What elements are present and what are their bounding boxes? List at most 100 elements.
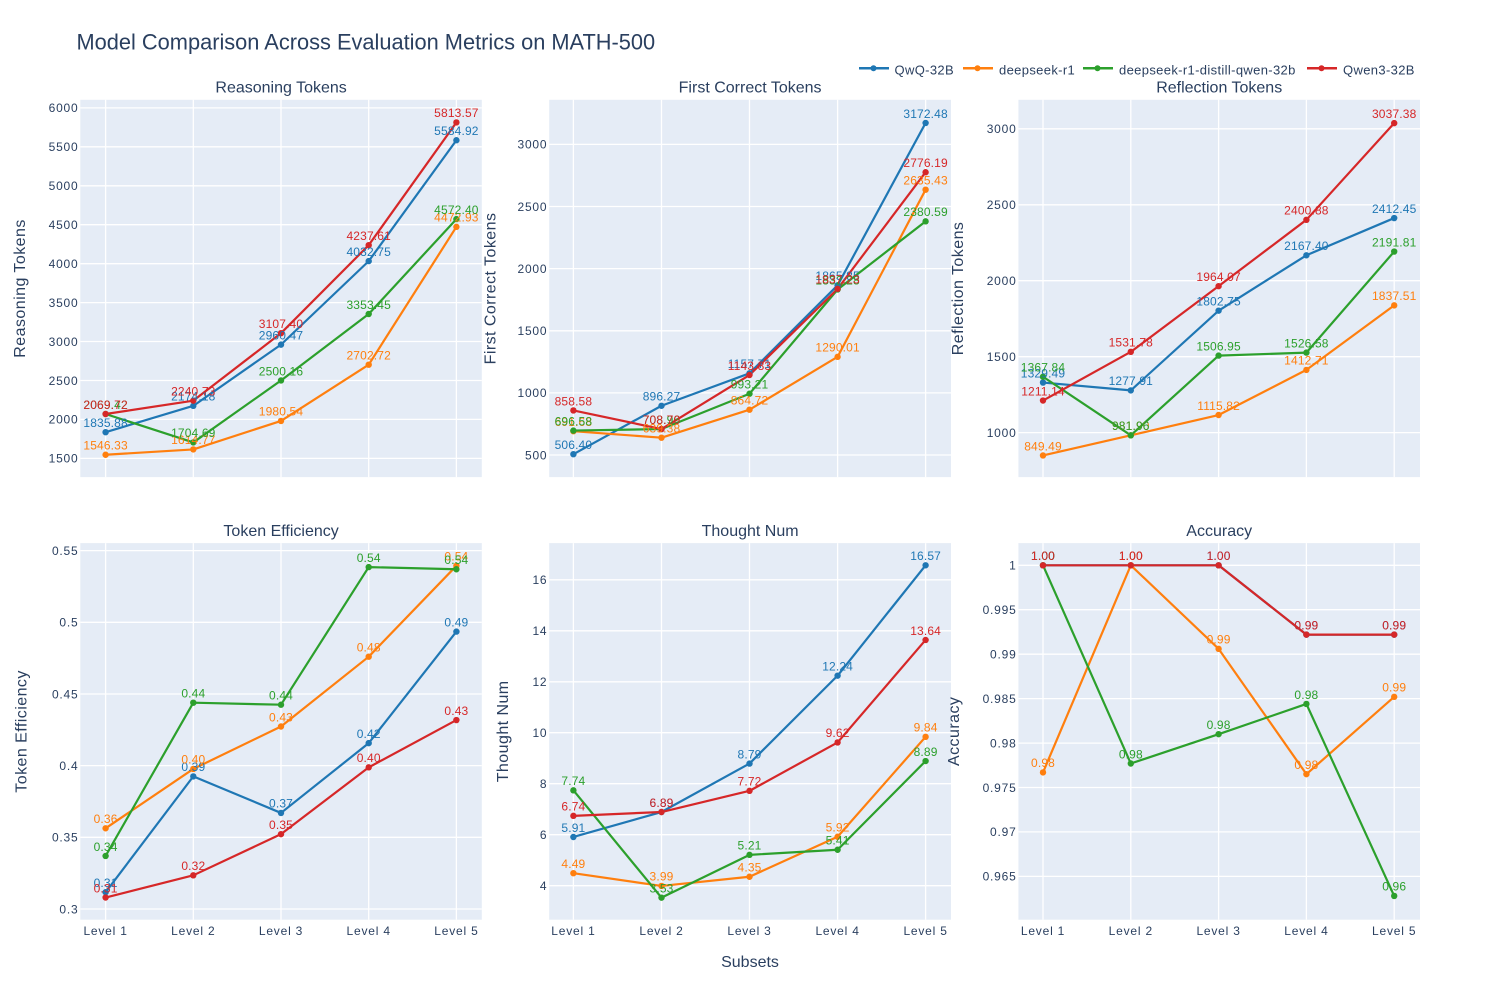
- svg-text:849.49: 849.49: [1024, 439, 1062, 453]
- svg-text:0.43: 0.43: [269, 710, 293, 724]
- svg-text:5.92: 5.92: [826, 821, 850, 835]
- svg-text:Subsets: Subsets: [721, 954, 779, 971]
- svg-text:0.98: 0.98: [990, 736, 1017, 750]
- svg-text:2069.72: 2069.72: [83, 398, 128, 412]
- svg-text:500: 500: [525, 448, 547, 462]
- svg-text:6.89: 6.89: [650, 796, 674, 810]
- svg-text:1.00: 1.00: [1119, 549, 1143, 563]
- svg-text:0.55: 0.55: [52, 544, 79, 558]
- svg-text:993.21: 993.21: [731, 378, 769, 392]
- svg-text:1546.33: 1546.33: [83, 439, 128, 453]
- svg-text:0.99: 0.99: [1382, 618, 1406, 632]
- svg-text:0.99: 0.99: [1294, 618, 1318, 632]
- svg-text:708.70: 708.70: [643, 413, 681, 427]
- svg-text:1614.77: 1614.77: [171, 433, 216, 447]
- svg-text:12: 12: [532, 675, 547, 689]
- svg-text:0.34: 0.34: [94, 840, 118, 854]
- svg-text:2500: 2500: [517, 200, 547, 214]
- svg-text:1000: 1000: [987, 426, 1017, 440]
- svg-text:896.27: 896.27: [643, 390, 681, 404]
- svg-text:First Correct Tokens: First Correct Tokens: [679, 80, 822, 97]
- svg-text:691.68: 691.68: [555, 415, 593, 429]
- svg-text:0.40: 0.40: [357, 751, 381, 765]
- svg-text:1500: 1500: [517, 324, 547, 338]
- svg-text:708.96: 708.96: [643, 413, 681, 427]
- svg-text:Reflection Tokens: Reflection Tokens: [1156, 80, 1282, 97]
- svg-text:Accuracy: Accuracy: [946, 697, 963, 766]
- svg-text:1.00: 1.00: [1031, 549, 1055, 563]
- svg-text:0.35: 0.35: [269, 818, 293, 832]
- svg-text:Level 1: Level 1: [1021, 924, 1065, 938]
- svg-text:0.5: 0.5: [59, 616, 78, 630]
- svg-text:864.72: 864.72: [731, 394, 769, 408]
- svg-text:3.99: 3.99: [650, 870, 674, 884]
- svg-text:3.53: 3.53: [650, 882, 674, 896]
- svg-text:1143.83: 1143.83: [728, 359, 772, 373]
- svg-text:1704.69: 1704.69: [171, 426, 216, 440]
- svg-text:0.99: 0.99: [1382, 681, 1406, 695]
- svg-text:1290.01: 1290.01: [815, 341, 860, 355]
- svg-text:2412.45: 2412.45: [1372, 202, 1417, 216]
- svg-text:3000: 3000: [987, 122, 1017, 136]
- svg-text:Thought Num: Thought Num: [702, 523, 799, 540]
- svg-text:981.90: 981.90: [1112, 419, 1150, 433]
- svg-text:9.62: 9.62: [826, 726, 850, 740]
- svg-text:Accuracy: Accuracy: [1186, 523, 1252, 540]
- svg-text:5500: 5500: [49, 140, 79, 154]
- svg-text:0.42: 0.42: [357, 727, 381, 741]
- svg-text:696.58: 696.58: [555, 414, 593, 428]
- svg-text:2380.59: 2380.59: [903, 205, 948, 219]
- svg-text:0.965: 0.965: [983, 870, 1017, 884]
- svg-text:1865.85: 1865.85: [815, 269, 860, 283]
- svg-text:1: 1: [1009, 559, 1016, 573]
- svg-text:0.36: 0.36: [94, 812, 118, 826]
- svg-text:1.00: 1.00: [1207, 549, 1231, 563]
- svg-text:2174.18: 2174.18: [171, 390, 216, 404]
- svg-text:5.21: 5.21: [738, 839, 762, 853]
- svg-text:0.54: 0.54: [444, 553, 468, 567]
- svg-text:0.99: 0.99: [1382, 618, 1406, 632]
- svg-text:4472.93: 4472.93: [434, 211, 479, 225]
- svg-text:4.35: 4.35: [738, 861, 762, 875]
- svg-text:0.97: 0.97: [990, 825, 1017, 839]
- svg-text:0.39: 0.39: [181, 760, 205, 774]
- svg-text:1980.54: 1980.54: [259, 405, 304, 419]
- svg-text:3107.40: 3107.40: [259, 317, 304, 331]
- svg-text:0.32: 0.32: [181, 859, 205, 873]
- svg-text:0.98: 0.98: [1207, 718, 1231, 732]
- svg-text:16: 16: [532, 573, 547, 587]
- svg-text:4572.40: 4572.40: [434, 203, 479, 217]
- svg-text:0.44: 0.44: [181, 687, 205, 701]
- svg-text:Reasoning Tokens: Reasoning Tokens: [215, 80, 346, 97]
- svg-text:2000: 2000: [987, 274, 1017, 288]
- svg-text:First Correct Tokens: First Correct Tokens: [483, 213, 500, 365]
- svg-text:0.98: 0.98: [1031, 756, 1055, 770]
- svg-text:1506.95: 1506.95: [1196, 339, 1241, 353]
- svg-text:Reasoning Tokens: Reasoning Tokens: [12, 219, 29, 358]
- svg-text:Level 3: Level 3: [1196, 924, 1240, 938]
- svg-text:3000: 3000: [49, 335, 79, 349]
- svg-text:2000: 2000: [517, 262, 547, 276]
- svg-text:6: 6: [540, 828, 547, 842]
- svg-text:Reflection Tokens: Reflection Tokens: [950, 222, 967, 356]
- svg-text:5813.57: 5813.57: [434, 106, 479, 120]
- svg-text:1000: 1000: [517, 386, 547, 400]
- svg-text:0.49: 0.49: [444, 615, 468, 629]
- svg-text:0.3: 0.3: [59, 902, 78, 916]
- svg-text:Token Efficiency: Token Efficiency: [14, 670, 31, 793]
- svg-text:1.00: 1.00: [1119, 549, 1143, 563]
- svg-text:12.24: 12.24: [822, 659, 853, 673]
- svg-text:2240.73: 2240.73: [171, 385, 216, 399]
- svg-text:0.48: 0.48: [357, 641, 381, 655]
- svg-text:2960.47: 2960.47: [259, 328, 304, 342]
- svg-text:Level 2: Level 2: [171, 924, 215, 938]
- svg-text:1157.71: 1157.71: [728, 357, 772, 371]
- svg-text:3037.38: 3037.38: [1372, 107, 1417, 121]
- svg-text:1211.14: 1211.14: [1021, 384, 1065, 398]
- svg-text:Thought Num: Thought Num: [495, 680, 512, 782]
- svg-text:4500: 4500: [49, 218, 79, 232]
- svg-text:5584.92: 5584.92: [434, 124, 479, 138]
- svg-text:deepseek-r1: deepseek-r1: [999, 63, 1075, 78]
- svg-text:2191.81: 2191.81: [1372, 235, 1417, 249]
- svg-text:1837.23: 1837.23: [815, 273, 860, 287]
